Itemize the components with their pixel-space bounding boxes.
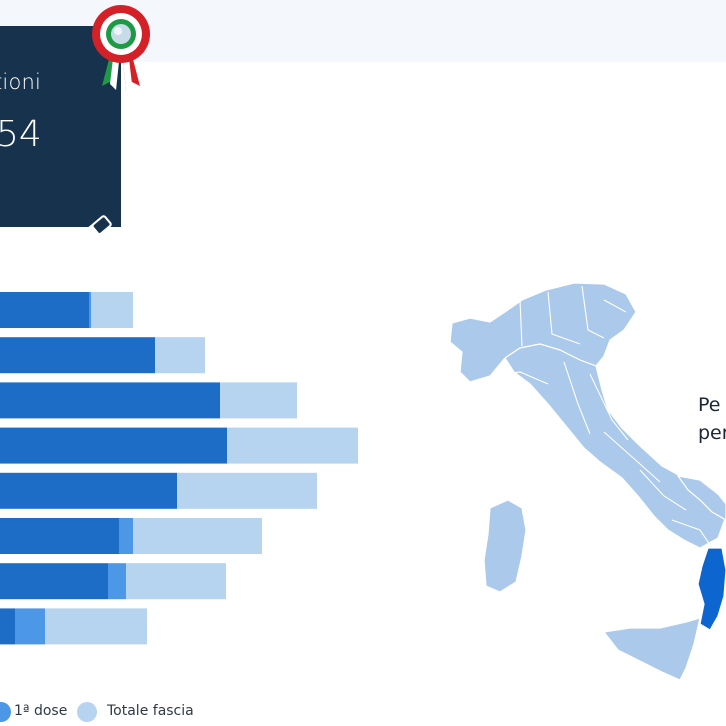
bar-total-0[interactable] [91, 292, 133, 328]
bar-first-dose-6[interactable] [108, 563, 126, 600]
map-caption: Pe per [698, 391, 726, 447]
bar-total-1[interactable] [155, 337, 205, 374]
counter-value: 54 [0, 114, 42, 155]
bar-second-dose-3[interactable] [0, 427, 227, 464]
map-caption-line-2: per [698, 422, 726, 444]
administrations-counter-card: tioni 54 [0, 26, 121, 247]
bar-total-3[interactable] [227, 427, 358, 464]
bar-second-dose-1[interactable] [0, 337, 155, 374]
chart-legend: 1ª dose Totale fascia [0, 700, 300, 726]
eraser-icon[interactable] [76, 208, 118, 250]
legend-label-total: Totale fascia [107, 703, 194, 719]
legend-swatch-total [77, 702, 97, 722]
bar-total-7[interactable] [45, 608, 147, 645]
map-region-calabria[interactable] [697, 547, 726, 631]
bar-first-dose-0[interactable] [89, 292, 91, 328]
map-region-puglia[interactable] [676, 475, 726, 521]
bar-total-4[interactable] [177, 472, 317, 509]
bar-first-dose-5[interactable] [119, 518, 133, 554]
map-region-sicily[interactable] [602, 617, 701, 681]
bar-second-dose-6[interactable] [0, 563, 108, 600]
map-region-sardinia[interactable] [483, 499, 527, 593]
bar-second-dose-7[interactable] [0, 608, 15, 645]
bar-second-dose-2[interactable] [0, 382, 220, 419]
map-region-north[interactable] [449, 282, 637, 383]
rosette-icon [90, 4, 152, 94]
legend-swatch-first-dose [0, 702, 11, 722]
bar-second-dose-0[interactable] [0, 292, 89, 328]
bar-total-2[interactable] [220, 382, 297, 419]
bar-second-dose-5[interactable] [0, 518, 119, 554]
bar-second-dose-4[interactable] [0, 472, 177, 509]
italy-regions-map [449, 282, 726, 681]
bar-total-5[interactable] [133, 518, 262, 554]
age-group-bar-chart [0, 292, 358, 645]
bar-total-6[interactable] [126, 563, 226, 600]
counter-label: tioni [0, 70, 42, 94]
map-region-center-south[interactable] [504, 343, 726, 549]
bar-first-dose-7[interactable] [15, 608, 45, 645]
map-caption-line-1: Pe [698, 394, 721, 416]
legend-label-first-dose: 1ª dose [14, 703, 68, 719]
